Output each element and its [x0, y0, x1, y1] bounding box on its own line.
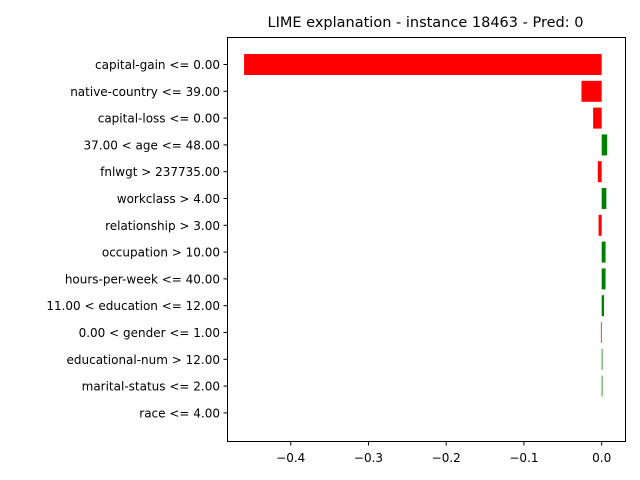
y-tick-label-9: 11.00 < education <= 12.00: [46, 299, 220, 313]
x-tick-label-4: 0.0: [592, 451, 611, 465]
bar-11: [601, 348, 603, 370]
y-tick-label-3: 37.00 < age <= 48.00: [84, 138, 220, 152]
bar-9: [601, 295, 605, 317]
bar-2: [593, 107, 602, 129]
bar-7: [601, 241, 606, 263]
x-tick-label-3: −0.1: [509, 451, 538, 465]
bar-3: [601, 134, 608, 156]
y-tick-label-13: race <= 4.00: [139, 406, 220, 420]
y-tick-label-10: 0.00 < gender <= 1.00: [79, 326, 220, 340]
y-tick-label-12: marital-status <= 2.00: [82, 380, 220, 394]
chart-title: LIME explanation - instance 18463 - Pred…: [268, 15, 584, 31]
bar-4: [597, 161, 602, 183]
bar-12: [601, 375, 603, 397]
y-tick-label-0: capital-gain <= 0.00: [95, 58, 220, 72]
y-tick-label-7: occupation > 10.00: [102, 246, 220, 260]
bar-1: [581, 80, 602, 102]
x-tick-label-2: −0.2: [432, 451, 461, 465]
x-tick-label-0: −0.4: [276, 451, 305, 465]
y-tick-label-2: capital-loss <= 0.00: [98, 112, 220, 126]
bar-6: [598, 214, 602, 236]
y-tick-label-1: native-country <= 39.00: [70, 85, 220, 99]
bar-8: [601, 268, 606, 290]
bar-5: [601, 188, 607, 209]
y-tick-label-6: relationship > 3.00: [105, 219, 220, 233]
x-tick-label-1: −0.3: [354, 451, 383, 465]
y-tick-label-4: fnlwgt > 237735.00: [100, 165, 220, 179]
axes-frame: [227, 37, 626, 442]
bar-10: [600, 322, 602, 343]
bar-0: [244, 54, 602, 75]
y-tick-label-11: educational-num > 12.00: [67, 353, 221, 367]
y-tick-label-5: workclass > 4.00: [117, 192, 220, 206]
y-tick-label-8: hours-per-week <= 40.00: [65, 272, 220, 286]
